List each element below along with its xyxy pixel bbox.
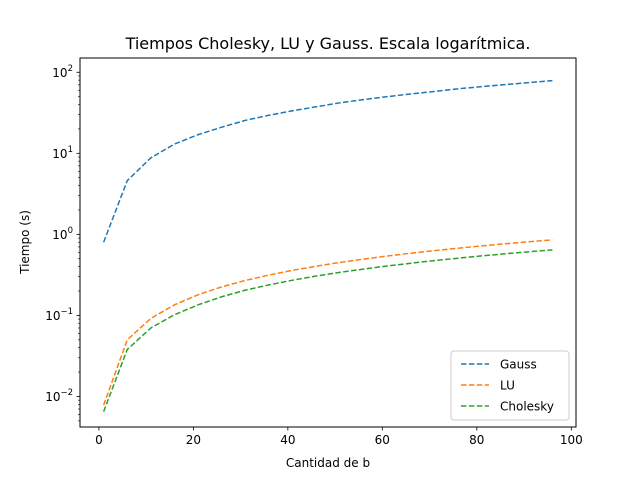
chart-title: Tiempos Cholesky, LU y Gauss. Escala log… xyxy=(125,34,531,53)
series-line-gauss xyxy=(102,79,553,243)
y-axis: 10−2 10−1 100 101 102 xyxy=(45,64,80,422)
x-tick-label: 0 xyxy=(95,433,103,447)
x-tick-label: 60 xyxy=(375,433,390,447)
y-tick-label: 102 xyxy=(52,64,73,80)
series-line-lu xyxy=(102,239,553,406)
x-axis: 0 20 40 60 80 100 xyxy=(95,427,583,447)
legend: Gauss LU Cholesky xyxy=(450,350,570,421)
series-line-cholesky xyxy=(102,249,553,412)
legend-label-lu: LU xyxy=(500,379,515,393)
x-axis-title: Cantidad de b xyxy=(286,456,370,470)
x-tick-label: 20 xyxy=(186,433,201,447)
x-tick-label: 100 xyxy=(560,433,583,447)
x-tick-label: 80 xyxy=(469,433,484,447)
y-tick-label: 10−2 xyxy=(45,388,73,404)
y-tick-label: 100 xyxy=(52,226,73,242)
series-lines xyxy=(102,79,553,412)
x-tick-label: 40 xyxy=(280,433,295,447)
legend-label-gauss: Gauss xyxy=(500,358,537,372)
y-tick-label: 10−1 xyxy=(45,307,73,323)
y-tick-label: 101 xyxy=(52,145,73,161)
legend-box xyxy=(450,350,570,421)
y-axis-title: Tiempo (s) xyxy=(18,210,32,275)
legend-label-cholesky: Cholesky xyxy=(500,400,554,414)
